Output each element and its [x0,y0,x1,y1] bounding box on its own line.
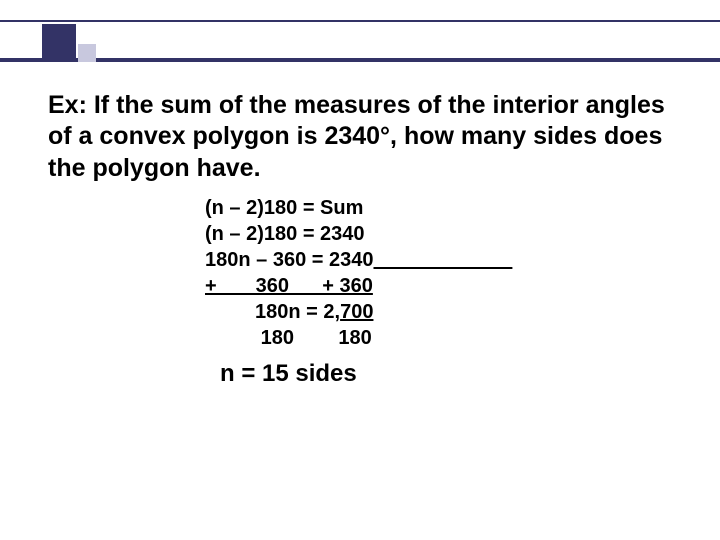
accent-big-square [42,24,76,58]
top-accent [0,0,720,70]
accent-line-thin [0,20,720,22]
question-text: Ex: If the sum of the measures of the in… [48,90,678,184]
answer-text: n = 15 sides [220,360,357,388]
accent-small-square [78,44,96,62]
work-line-3: 180n – 360 = 2340 [205,247,512,273]
work-line-6: 180 180 [205,325,512,351]
slide: Ex: If the sum of the measures of the in… [0,0,720,540]
work-line-5b-underline: 700 [340,301,373,323]
work-line-1: (n – 2)180 = Sum [205,195,512,221]
work-line-3a: 180n – 360 = 2340 [205,249,373,271]
accent-line-thick [0,58,720,62]
work-line-3b-underline [373,249,512,271]
work-line-5: 180n = 2,700 [205,299,512,325]
work-line-5a: 180n = 2, [205,301,340,323]
work-line-4a-underline: + 360 + 360 [205,275,373,297]
work-line-2: (n – 2)180 = 2340 [205,221,512,247]
worked-steps: (n – 2)180 = Sum (n – 2)180 = 2340 180n … [205,195,512,351]
work-line-4: + 360 + 360 [205,273,512,299]
